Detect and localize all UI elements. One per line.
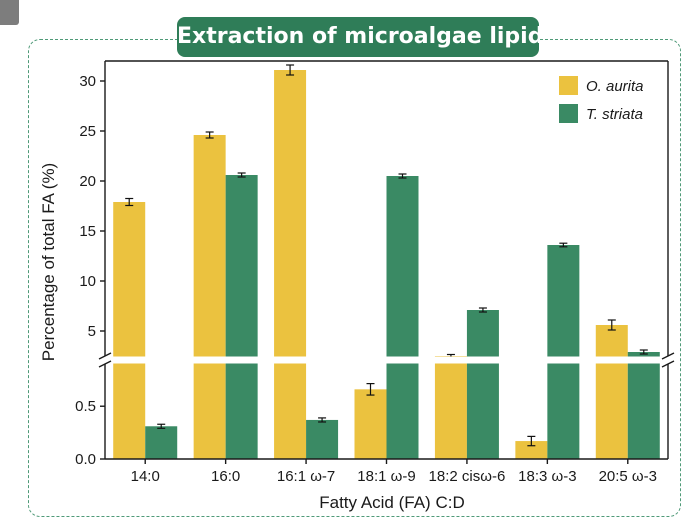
figure-title-badge: Extraction of microalgae lipids bbox=[177, 17, 539, 57]
legend-swatch-t-striata bbox=[559, 104, 578, 123]
error-bar-t-striata-6 bbox=[639, 349, 648, 355]
bar-o-aurita-0 bbox=[113, 202, 146, 459]
y-tick-upper-3: 20 bbox=[79, 173, 96, 190]
x-tick-label-2: 16:1 ω-7 bbox=[277, 468, 335, 485]
error-bar-t-striata-1 bbox=[237, 172, 246, 178]
bar-o-aurita-4 bbox=[434, 356, 467, 459]
x-tick-label-5: 18:3 ω-3 bbox=[518, 468, 576, 485]
error-bar-o-aurita-6 bbox=[607, 319, 616, 331]
error-bar-o-aurita-2 bbox=[286, 64, 295, 76]
bar-t-striata-1 bbox=[225, 175, 258, 459]
bar-o-aurita-1 bbox=[193, 135, 226, 459]
x-tick-label-0: 14:0 bbox=[131, 468, 160, 485]
error-bar-t-striata-2 bbox=[318, 417, 327, 423]
break-mark-left-lower bbox=[98, 360, 112, 368]
legend: O. aurita T. striata bbox=[559, 76, 644, 123]
error-bar-t-striata-3 bbox=[398, 173, 407, 179]
bar-t-striata-5 bbox=[547, 245, 580, 459]
x-axis-label: Fatty Acid (FA) C:D bbox=[319, 493, 464, 512]
axis-break-band bbox=[103, 356, 670, 364]
break-mark-right-upper bbox=[661, 352, 675, 360]
bar-t-striata-0 bbox=[145, 426, 178, 459]
y-tick-upper-1: 10 bbox=[79, 273, 96, 290]
error-bar-t-striata-4 bbox=[478, 307, 487, 313]
axes-layer: 0.0 0.5 5 10 15 20 25 30 14:0 16:0 16:1 ω-7 18:1 ω-… bbox=[75, 60, 675, 485]
bar-o-aurita-2 bbox=[274, 70, 307, 459]
break-mark-right-lower bbox=[661, 360, 675, 368]
bar-t-striata-3 bbox=[386, 176, 419, 459]
bars-layer bbox=[103, 64, 670, 459]
y-axis-label: Percentage of total FA (%) bbox=[39, 163, 58, 361]
x-tick-label-4: 18:2 cisω-6 bbox=[429, 468, 506, 485]
y-tick-upper-4: 25 bbox=[79, 123, 96, 140]
legend-label-t-striata: T. striata bbox=[586, 106, 643, 123]
y-tick-lower-0: 0.0 bbox=[75, 451, 96, 468]
break-mark-left-upper bbox=[98, 352, 112, 360]
bar-t-striata-2 bbox=[306, 419, 339, 459]
error-bar-o-aurita-0 bbox=[125, 197, 134, 207]
legend-swatch-o-aurita bbox=[559, 76, 578, 95]
bar-t-striata-4 bbox=[466, 310, 499, 459]
error-bar-o-aurita-1 bbox=[205, 131, 214, 139]
x-tick-label-1: 16:0 bbox=[211, 468, 240, 485]
error-bar-o-aurita-5 bbox=[527, 435, 536, 447]
x-tick-label-6: 20:5 ω-3 bbox=[599, 468, 657, 485]
bar-o-aurita-5 bbox=[515, 441, 548, 459]
error-bar-t-striata-5 bbox=[559, 242, 568, 248]
x-tick-label-3: 18:1 ω-9 bbox=[357, 468, 415, 485]
error-bar-o-aurita-3 bbox=[366, 383, 375, 396]
y-tick-upper-5: 30 bbox=[79, 73, 96, 90]
legend-label-o-aurita: O. aurita bbox=[586, 78, 644, 95]
bar-o-aurita-3 bbox=[354, 389, 387, 459]
y-tick-lower-1: 0.5 bbox=[75, 398, 96, 415]
bar-o-aurita-6 bbox=[595, 325, 628, 459]
bar-t-striata-6 bbox=[627, 352, 660, 459]
y-tick-upper-2: 15 bbox=[79, 223, 96, 240]
error-bar-t-striata-0 bbox=[157, 423, 166, 429]
corner-tab bbox=[0, 0, 19, 25]
y-tick-upper-0: 5 bbox=[88, 323, 96, 340]
